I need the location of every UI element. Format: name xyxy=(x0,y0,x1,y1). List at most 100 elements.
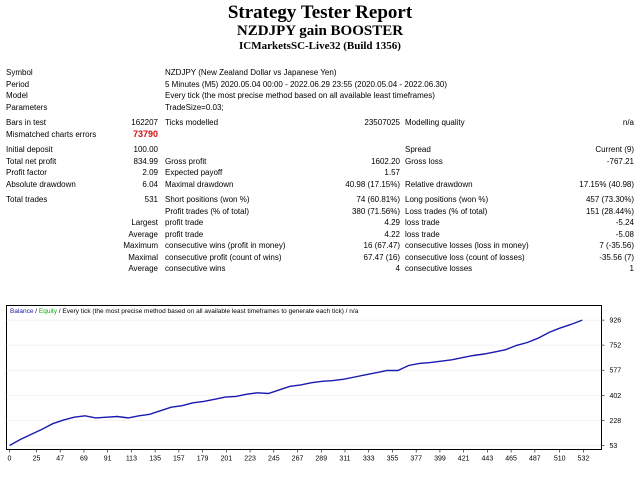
mismatched-value: 73790 xyxy=(132,128,158,139)
bars-row: Bars in test 162207 Ticks modelled 23507… xyxy=(6,117,636,129)
average-profit-label: profit trade xyxy=(165,229,204,239)
parameters-value: TradeSize=0.03; xyxy=(165,102,224,112)
symbol-row: Symbol NZDJPY (New Zealand Dollar vs Jap… xyxy=(6,67,636,79)
deposit-value: 100.00 xyxy=(133,145,158,154)
period-row: Period 5 Minutes (M5) 2020.05.04 00:00 -… xyxy=(6,79,636,91)
y-tick-label: 402 xyxy=(610,393,622,400)
maximum-row: Maximum consecutive wins (profit in mone… xyxy=(6,240,636,252)
quality-value: n/a xyxy=(622,118,634,127)
model-label: Model xyxy=(6,91,28,100)
largest-row: Largest profit trade 4.29 loss trade -5.… xyxy=(6,217,636,229)
balance-chart: Balance / Equity / Every tick (the most … xyxy=(6,305,622,463)
spread-value: Current (9) xyxy=(595,145,634,154)
average-loss-value: -5.08 xyxy=(615,229,634,239)
average-consecutive-label: Average xyxy=(128,264,158,273)
results-table: Symbol NZDJPY (New Zealand Dollar vs Jap… xyxy=(6,67,636,275)
legend-description: / Every tick (the most precise method ba… xyxy=(57,308,359,315)
average-consecutive-wins-value: 4 xyxy=(395,264,400,273)
maximal-profit-label: consecutive profit (count of wins) xyxy=(165,252,282,262)
chart-grid xyxy=(6,319,602,446)
x-tick-label: 399 xyxy=(434,456,446,463)
average-row: Average profit trade 4.22 loss trade -5.… xyxy=(6,229,636,241)
average-loss-label: loss trade xyxy=(405,229,440,239)
x-tick-label: 113 xyxy=(126,456,137,463)
x-tick-label: 245 xyxy=(268,456,280,463)
x-tick-label: 179 xyxy=(197,456,209,463)
maximal-profit-value: 67.47 (16) xyxy=(363,252,400,262)
legend-balance: Balance xyxy=(10,308,34,315)
model-row: Model Every tick (the most precise metho… xyxy=(6,90,636,102)
loss-trades-value: 151 (28.44%) xyxy=(585,206,634,216)
maximal-row: Maximal consecutive profit (count of win… xyxy=(6,252,636,264)
net-profit-label: Total net profit xyxy=(6,156,57,166)
spread-label: Spread xyxy=(405,145,431,154)
deposit-row: Initial deposit 100.00 Spread Current (9… xyxy=(6,144,636,156)
loss-trades-label: Loss trades (% of total) xyxy=(405,206,488,216)
total-trades-row: Total trades 531 Short positions (won %)… xyxy=(6,194,636,206)
average-consecutive-row: Average consecutive wins 4 consecutive l… xyxy=(6,263,636,275)
maximal-label: Maximal xyxy=(128,252,158,262)
absolute-drawdown-label: Absolute drawdown xyxy=(6,179,76,189)
absolute-drawdown-value: 6.04 xyxy=(142,179,158,189)
relative-drawdown-label: Relative drawdown xyxy=(405,179,473,189)
x-tick-label: 47 xyxy=(56,456,64,463)
relative-drawdown-value: 17.15% (40.98) xyxy=(579,179,634,189)
model-value: Every tick (the most precise method base… xyxy=(165,91,435,100)
gross-profit-value: 1602.20 xyxy=(371,156,400,166)
x-tick-label: 69 xyxy=(80,456,88,463)
bars-label: Bars in test xyxy=(6,118,47,127)
x-tick-label: 510 xyxy=(554,456,566,463)
profit-trades-row: Profit trades (% of total) 380 (71.56%) … xyxy=(6,206,636,218)
y-tick-label: 577 xyxy=(610,368,622,375)
expected-payoff-label: Expected payoff xyxy=(165,168,223,177)
average-label: Average xyxy=(128,229,158,239)
parameters-row: Parameters TradeSize=0.03; xyxy=(6,102,636,114)
largest-profit-label: profit trade xyxy=(165,218,204,227)
y-axis-ticks: 53 228 402 577 752 926 xyxy=(601,318,622,450)
average-consecutive-losses-value: 1 xyxy=(629,264,634,273)
x-tick-label: 289 xyxy=(315,456,327,463)
profit-factor-row: Profit factor 2.09 Expected payoff 1.57 xyxy=(6,167,636,179)
server-build: ICMarketsSC-Live32 (Build 1356) xyxy=(239,40,401,52)
x-tick-label: 25 xyxy=(33,456,41,463)
bars-value: 162207 xyxy=(131,118,158,127)
x-axis-ticks: 0 25 47 69 91 113 135 157 179 201 223 245 267 289 311 3… xyxy=(8,449,590,463)
symbol-value: NZDJPY (New Zealand Dollar vs Japanese Y… xyxy=(165,68,337,77)
maximum-losses-label: consecutive losses (loss in money) xyxy=(405,241,529,250)
short-positions-value: 74 (60.81%) xyxy=(356,195,400,204)
x-tick-label: 201 xyxy=(220,456,232,463)
largest-label: Largest xyxy=(131,218,158,227)
profit-factor-label: Profit factor xyxy=(6,168,47,177)
x-tick-label: 223 xyxy=(244,456,256,463)
period-label: Period xyxy=(6,79,30,89)
report-title: Strategy Tester Report xyxy=(227,2,413,23)
gross-loss-value: -767.21 xyxy=(606,156,634,166)
maximum-losses-value: 7 (-35.56) xyxy=(599,241,634,250)
x-tick-label: 532 xyxy=(578,456,590,463)
mismatched-label: Mismatched charts errors xyxy=(6,129,97,139)
net-profit-row: Total net profit 834.99 Gross profit 160… xyxy=(6,156,636,168)
maximum-wins-value: 16 (67.47) xyxy=(363,241,400,250)
y-tick-label: 53 xyxy=(610,443,618,450)
x-tick-label: 135 xyxy=(149,456,161,463)
total-trades-label: Total trades xyxy=(6,195,48,204)
chart-legend: Balance / Equity / Every tick (the most … xyxy=(10,308,359,315)
long-positions-value: 457 (73.30%) xyxy=(585,195,634,204)
parameters-label: Parameters xyxy=(6,102,48,112)
total-trades-value: 531 xyxy=(144,195,158,204)
x-tick-label: 0 xyxy=(8,456,12,463)
x-tick-label: 377 xyxy=(410,456,422,463)
x-tick-label: 465 xyxy=(505,456,517,463)
net-profit-value: 834.99 xyxy=(133,156,158,166)
y-tick-label: 228 xyxy=(610,418,622,425)
plot-frame xyxy=(6,305,602,450)
x-tick-label: 355 xyxy=(387,456,399,463)
balance-line xyxy=(9,319,583,447)
maximal-loss-value: -35.56 (7) xyxy=(599,252,634,262)
maximal-loss-label: consecutive loss (count of losses) xyxy=(405,252,525,262)
x-tick-label: 333 xyxy=(363,456,375,463)
quality-label: Modelling quality xyxy=(405,118,465,127)
average-profit-value: 4.22 xyxy=(384,229,400,239)
ticks-value: 23507025 xyxy=(364,118,400,127)
profit-trades-label: Profit trades (% of total) xyxy=(165,206,250,216)
